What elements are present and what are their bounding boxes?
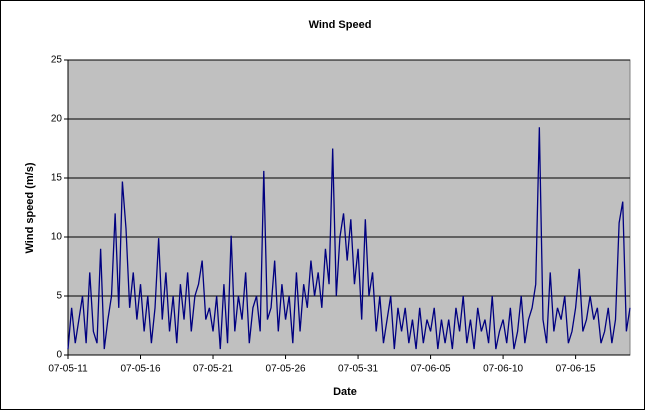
x-tick-label: 07-05-16 bbox=[121, 364, 161, 375]
chart-title: Wind Speed bbox=[309, 19, 372, 31]
x-axis-label: Date bbox=[333, 386, 357, 398]
x-tick-label: 07-05-26 bbox=[266, 364, 306, 375]
y-tick-label: 20 bbox=[51, 114, 63, 125]
plot-area bbox=[67, 59, 631, 356]
series-line bbox=[67, 127, 631, 350]
y-axis-label: Wind speed (m/s) bbox=[24, 162, 36, 253]
x-tick-label: 07-05-21 bbox=[193, 364, 233, 375]
x-tick-label: 07-06-05 bbox=[411, 364, 451, 375]
x-tick-label: 07-06-15 bbox=[556, 364, 596, 375]
y-tick-label: 10 bbox=[51, 232, 63, 243]
x-tick-label: 07-06-10 bbox=[483, 364, 523, 375]
y-tick-label: 25 bbox=[51, 55, 63, 66]
x-tick-label: 07-05-11 bbox=[48, 364, 88, 375]
y-tick-label: 0 bbox=[56, 350, 62, 361]
y-tick-label: 15 bbox=[51, 173, 63, 184]
y-tick-label: 5 bbox=[56, 291, 62, 302]
x-tick-label: 07-05-31 bbox=[338, 364, 378, 375]
